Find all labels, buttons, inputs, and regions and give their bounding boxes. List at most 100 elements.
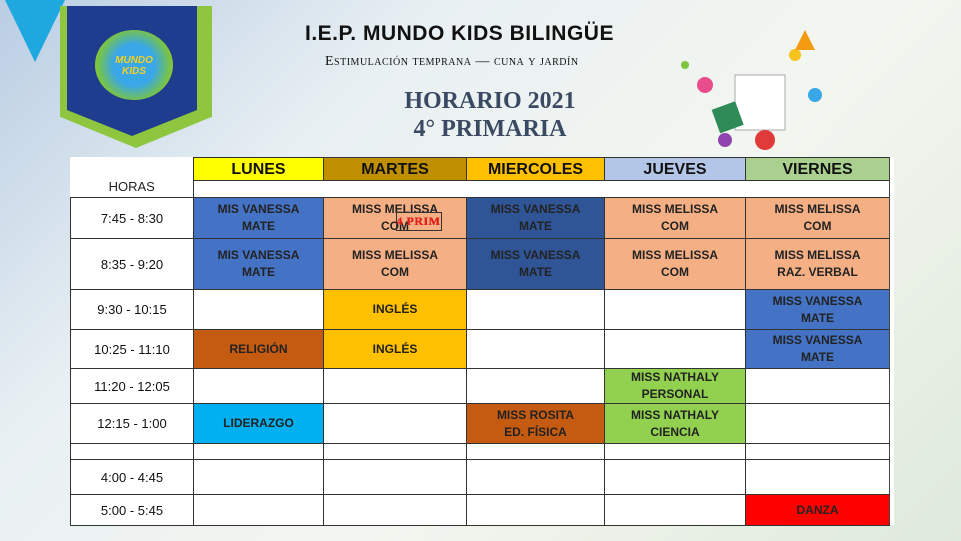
class-cell[interactable]: LIDERAZGO [193,403,324,444]
class-line-1: MISS MELISSA [774,248,861,262]
time-slot: 4:00 - 4:45 [70,459,194,495]
time-slot: 5:00 - 5:45 [70,494,194,526]
time-slot: 10:25 - 11:10 [70,329,194,369]
class-cell[interactable]: MISS MELISSA COM [604,197,746,239]
class-line-2: COM [661,219,689,233]
class-line-2: CIENCIA [650,424,700,439]
class-cell[interactable]: MISS MELISSA COM [323,238,467,290]
class-cell[interactable] [323,368,467,404]
class-line-2: ED. FÍSICA [504,424,567,439]
class-line-1: MISS MELISSA [631,248,718,262]
class-cell[interactable] [466,289,605,330]
group-label: 4 PRIM [395,211,442,231]
table-edge [889,157,894,525]
class-cell[interactable] [604,443,746,460]
class-line-2: MATE [241,219,276,233]
class-line-2: COM [661,265,689,279]
class-cell[interactable] [193,494,324,526]
table-row: 10:25 - 11:10 RELIGIÓN INGLÉS MISS VANESSA M… [70,329,890,369]
time-slot [70,443,194,460]
class-cell[interactable] [323,403,467,444]
class-cell[interactable] [604,459,746,495]
class-cell[interactable]: MISS VANESSA MATE [745,289,890,330]
school-subtitle: Estimulación temprana — cuna y jardín [325,54,579,69]
class-cell[interactable]: MISS VANESSA MATE [466,197,605,239]
hours-header: HORAS [70,157,194,198]
class-cell[interactable]: MIS VANESSA MATE [193,238,324,290]
class-line-2: RAZ. VERBAL [777,265,858,279]
logo-globe [95,30,173,100]
class-line-2: MATE [800,350,835,364]
class-line-1: MISS VANESSA [772,333,863,347]
day-header: MIERCOLES [466,157,605,181]
class-cell[interactable] [604,329,746,369]
class-line-1: MISS MELISSA [631,202,718,216]
class-line-2: MATE [518,265,553,279]
time-slot: 7:45 - 8:30 [70,197,194,239]
class-cell[interactable] [323,494,467,526]
time-slot: 11:20 - 12:05 [70,368,194,404]
class-line-1: MISS MELISSA [774,202,861,216]
class-line-1: MISS VANESSA [772,293,863,308]
class-cell[interactable] [193,368,324,404]
class-cell[interactable] [193,443,324,460]
class-cell[interactable]: MISS MELISSA RAZ. VERBAL [745,238,890,290]
class-line-1: RELIGIÓN [229,341,288,356]
class-line-1: DANZA [796,502,839,517]
class-line-1: MISS VANESSA [490,202,581,216]
time-slot: 12:15 - 1:00 [70,403,194,444]
table-row: 8:35 - 9:20 MIS VANESSA MATE MISS MELISSA CO… [70,238,890,290]
class-cell[interactable]: MISS MELISSA COM [745,197,890,239]
class-cell[interactable] [323,459,467,495]
class-line-1: INGLÉS [372,302,418,316]
class-cell[interactable]: INGLÉS [323,329,467,369]
grade-title: 4° PRIMARIA [413,116,567,142]
class-cell[interactable]: MISS NATHALY CIENCIA [604,403,746,444]
class-cell[interactable] [745,443,890,460]
class-cell[interactable]: MISS MELISSA COM [604,238,746,290]
class-line-1: MISS MELISSA [351,248,438,262]
class-cell[interactable] [466,459,605,495]
class-line-2: MATE [800,310,835,325]
class-cell[interactable] [466,329,605,369]
class-line-1: MIS VANESSA [217,248,300,262]
class-cell[interactable] [604,289,746,330]
table-row: 12:15 - 1:00 LIDERAZGO MISS ROSITA ED. FÍSI… [70,403,890,444]
class-cell[interactable] [193,459,324,495]
class-line-2: PERSONAL [641,387,709,401]
class-cell[interactable]: RELIGIÓN [193,329,324,369]
table-row [70,443,890,460]
class-cell[interactable]: MISS VANESSA MATE [745,329,890,369]
table-row: 11:20 - 12:05 MISS NATHALY PERSONAL [70,368,890,404]
class-line-1: MISS MELISSA [351,202,438,216]
class-cell[interactable] [466,368,605,404]
class-line-2: COM [803,219,832,233]
class-cell[interactable] [745,368,890,404]
class-line-1: MISS NATHALY [630,407,719,422]
school-name: I.E.P. MUNDO KIDS BILINGÜE [305,22,614,45]
day-header: LUNES [193,157,324,181]
class-cell[interactable]: INGLÉS [323,289,467,330]
class-line-2: COM [381,265,409,279]
class-cell[interactable] [466,494,605,526]
class-cell[interactable]: MISS MELISSA COM [323,197,467,239]
class-line-1: MISS NATHALY [630,370,719,384]
class-cell[interactable]: DANZA [745,494,890,526]
schedule-title: HORARIO 2021 [404,88,576,114]
class-cell[interactable] [604,494,746,526]
class-cell[interactable] [323,443,467,460]
class-cell[interactable]: MIS VANESSA MATE [193,197,324,239]
logo-text: MUNDO KIDS [115,55,153,77]
class-cell[interactable] [466,443,605,460]
class-cell[interactable]: MISS NATHALY PERSONAL [604,368,746,404]
decorative-triangle [5,0,65,62]
class-cell[interactable]: MISS ROSITA ED. FÍSICA [466,403,605,444]
class-line-2: MATE [518,219,553,233]
class-cell[interactable] [193,289,324,330]
schedule-table: HORAS LUNES MARTES MIERCOLES JUEVES VIERNES 4 … [70,157,890,526]
class-line-2: MATE [241,265,276,279]
table-row: 4:00 - 4:45 [70,459,890,495]
class-cell[interactable] [745,403,890,444]
class-cell[interactable] [745,459,890,495]
class-cell[interactable]: MISS VANESSA MATE [466,238,605,290]
